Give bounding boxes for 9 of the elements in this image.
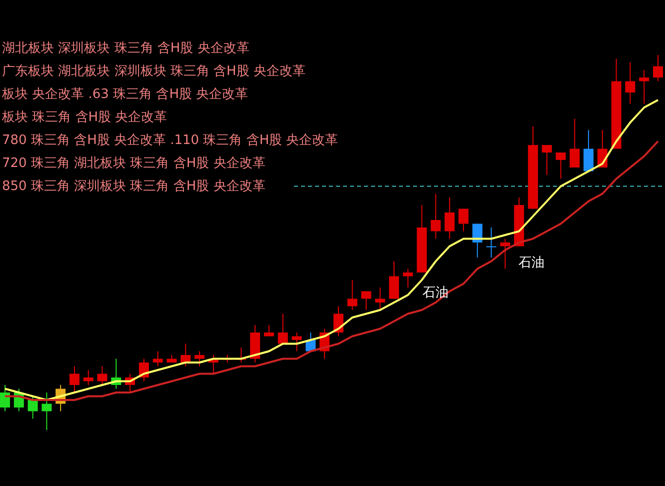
annotation: 板块 珠三角 含H股 央企改革 — [1, 110, 168, 125]
annotation: 780 珠三角 含H股 央企改革 .110 珠三角 含H股 央企改革 — [2, 133, 338, 148]
annotation: 板块 央企改革 .63 珠三角 含H股 央企改革 — [1, 87, 248, 102]
annotation: 720 珠三角 湖北板块 珠三角 含H股 央企改革 — [2, 156, 266, 171]
annotation: 石油 — [518, 255, 545, 270]
annotation: 850 珠三角 深圳板块 珠三角 含H股 央企改革 — [2, 179, 266, 194]
annotation: 湖北板块 深圳板块 珠三角 含H股 央企改革 — [2, 41, 250, 56]
annotation: 石油 — [422, 285, 448, 300]
annotation: 广东板块 湖北板块 深圳板块 珠三角 含H股 央企改革 — [2, 64, 306, 79]
